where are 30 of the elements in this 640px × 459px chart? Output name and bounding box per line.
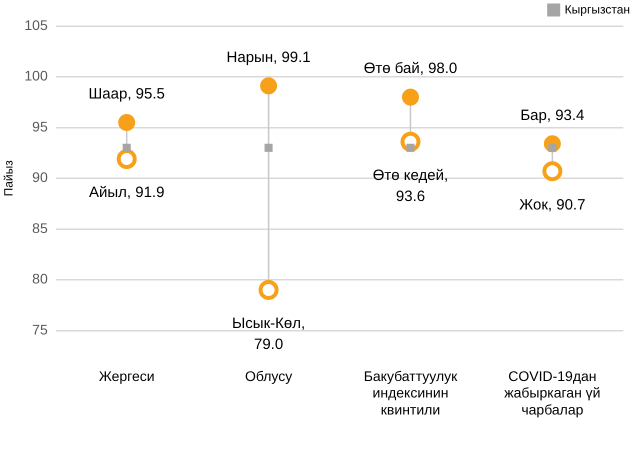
point xyxy=(542,161,562,182)
x-tick-label: Жергеси xyxy=(98,368,155,384)
point xyxy=(402,88,419,106)
point xyxy=(122,144,131,152)
x-tick-label: COVID-19дан жабыркаган үй чарбалар xyxy=(504,368,600,418)
y-tick-label: 90 xyxy=(32,169,48,186)
point xyxy=(260,77,278,94)
data-label: Шаар, 95.5 xyxy=(88,86,165,103)
legend-label: Кыргызстан xyxy=(564,2,630,16)
data-label: Нарын, 99.1 xyxy=(226,49,311,66)
point xyxy=(406,144,415,152)
y-tick-label: 95 xyxy=(32,118,48,134)
y-tick-label: 105 xyxy=(24,16,48,33)
y-tick-label: 85 xyxy=(32,220,48,236)
point xyxy=(264,144,273,152)
x-tick-label: Бакубаттуулук индексинин квинтили xyxy=(364,368,458,418)
data-label: Айыл, 91.9 xyxy=(88,184,164,202)
point xyxy=(116,149,137,170)
y-tick-label: 75 xyxy=(32,321,48,338)
point xyxy=(118,114,136,131)
data-label: Жок, 90.7 xyxy=(519,196,586,214)
x-tick-label: Облусу xyxy=(244,368,292,384)
data-label: Өтө бай, 98.0 xyxy=(364,60,458,78)
data-label: Ысык-Көл, 79.0 xyxy=(232,315,306,354)
y-tick-label: 100 xyxy=(24,68,48,84)
data-label: Бар, 93.4 xyxy=(520,106,584,124)
y-tick-label: 80 xyxy=(32,270,48,287)
point xyxy=(258,280,279,300)
data-label: Өтө кедей, 93.6 xyxy=(372,166,448,205)
y-axis-title: Пайыз xyxy=(2,160,16,196)
